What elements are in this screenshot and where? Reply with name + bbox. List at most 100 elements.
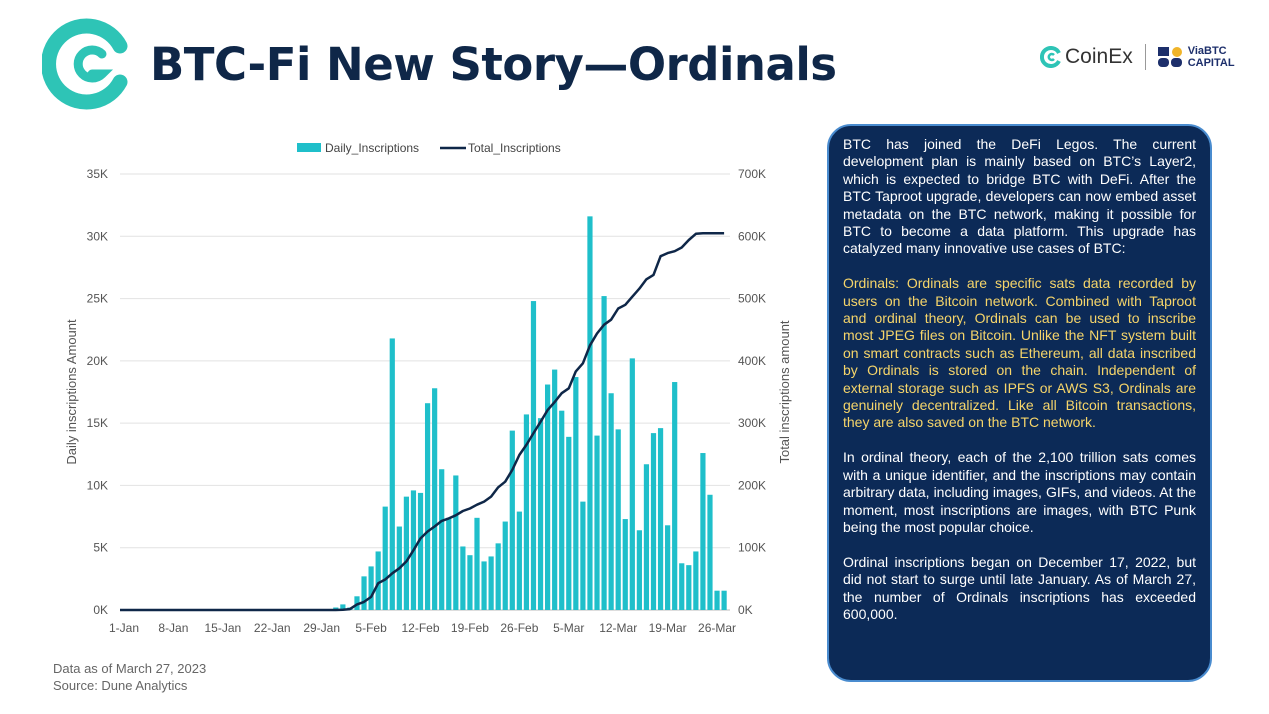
- daily-bar: [587, 216, 593, 610]
- daily-bar: [417, 492, 424, 610]
- y-tick-label: 15K: [87, 416, 108, 430]
- y-tick-label: 35K: [87, 167, 108, 181]
- x-tick-label: 8-Jan: [158, 621, 188, 635]
- page-title: BTC-Fi New Story—Ordinals: [150, 38, 837, 91]
- daily-bar: [552, 369, 558, 610]
- x-tick-label: 15-Jan: [204, 621, 241, 635]
- y-tick-label: 5K: [93, 541, 108, 555]
- daily-bar: [545, 384, 551, 610]
- x-tick-label: 12-Feb: [402, 621, 440, 635]
- daily-bar: [389, 338, 395, 610]
- description-panel: BTC has joined the DeFi Legos. The curre…: [827, 124, 1212, 682]
- daily-bar: [474, 517, 480, 610]
- daily-bar: [643, 464, 650, 610]
- y2-tick-label: 0K: [738, 603, 753, 617]
- data-source-note: Source: Dune Analytics: [53, 678, 188, 693]
- daily-bar: [424, 403, 431, 610]
- coinex-logo-icon: [42, 18, 128, 110]
- x-tick-label: 5-Feb: [355, 621, 387, 635]
- data-date-note: Data as of March 27, 2023: [53, 661, 207, 676]
- daily-bar: [601, 296, 607, 610]
- daily-bar: [693, 551, 699, 610]
- daily-bar: [566, 436, 572, 610]
- y-tick-label: 0K: [93, 603, 108, 617]
- daily-bar: [488, 556, 494, 610]
- x-tick-label: 22-Jan: [254, 621, 291, 635]
- x-tick-label: 5-Mar: [553, 621, 584, 635]
- y2-tick-label: 200K: [738, 478, 766, 492]
- daily-bar: [657, 428, 664, 610]
- daily-bar: [559, 410, 565, 610]
- y2-tick-label: 600K: [738, 229, 766, 243]
- y-tick-label: 10K: [87, 478, 108, 492]
- daily-bar: [530, 301, 537, 610]
- y-tick-label: 20K: [87, 354, 108, 368]
- daily-bar: [622, 519, 628, 610]
- y-axis-title: Daily inscriptions Amount: [64, 319, 79, 465]
- inscriptions-chart: 0K 0K 5K 100K 10K 200K 15K 300K 20K 400K 25K 500K 30…: [64, 141, 792, 635]
- daily-bar: [700, 453, 706, 610]
- legend-bar-swatch: [297, 143, 321, 152]
- daily-bar: [340, 604, 346, 610]
- y2-tick-label: 400K: [738, 354, 766, 368]
- daily-bar: [672, 382, 678, 610]
- panel-paragraph-theory: In ordinal theory, each of the 2,100 tri…: [843, 449, 1196, 535]
- daily-bar: [495, 543, 501, 610]
- daily-bar: [580, 501, 586, 610]
- viabtc-logo-text: ViaBTC CAPITAL: [1187, 45, 1235, 69]
- daily-bar: [615, 429, 621, 610]
- daily-bar: [714, 590, 720, 610]
- daily-bar: [608, 393, 614, 610]
- y2-axis-title: Total inscriptions amount: [777, 320, 792, 463]
- x-tick-label: 26-Feb: [500, 621, 538, 635]
- daily-bar: [467, 555, 473, 610]
- daily-bar: [481, 561, 487, 610]
- daily-bar: [403, 496, 409, 610]
- daily-bar: [361, 576, 367, 610]
- daily-bar: [516, 511, 522, 610]
- daily-bar: [368, 566, 374, 610]
- x-tick-label: 29-Jan: [303, 621, 340, 635]
- y2-tick-label: 500K: [738, 292, 766, 306]
- daily-bar: [679, 563, 685, 610]
- y2-tick-label: 100K: [738, 541, 766, 555]
- y-tick-label: 25K: [87, 292, 108, 306]
- legend-label-total: Total_Inscriptions: [468, 141, 561, 155]
- x-tick-label: 26-Mar: [698, 621, 736, 635]
- x-tick-label: 19-Feb: [451, 621, 489, 635]
- y2-tick-label: 300K: [738, 416, 766, 430]
- daily-bar: [502, 521, 508, 610]
- daily-bar: [453, 475, 459, 610]
- daily-bar: [629, 358, 635, 610]
- daily-bar: [636, 530, 642, 610]
- y2-tick-label: 700K: [738, 167, 766, 181]
- daily-bar: [594, 435, 600, 610]
- coinex-logo-text: CoinEx: [1065, 45, 1133, 68]
- daily-bar: [707, 494, 713, 610]
- y-tick-label: 30K: [87, 229, 108, 243]
- daily-bar: [665, 525, 671, 610]
- total-line: [120, 231, 725, 612]
- panel-paragraph-ordinals: Ordinals: Ordinals are specific sats dat…: [843, 275, 1196, 431]
- daily-bar: [523, 414, 530, 610]
- daily-bar: [382, 506, 388, 610]
- panel-paragraph-intro: BTC has joined the DeFi Legos. The curre…: [843, 136, 1196, 257]
- daily-bar: [446, 517, 452, 610]
- coinex-small-logo-icon: [1040, 46, 1061, 68]
- daily-bar: [509, 430, 515, 610]
- daily-bar: [686, 565, 692, 610]
- x-tick-label: 19-Mar: [649, 621, 687, 635]
- daily-bar: [650, 433, 657, 610]
- panel-paragraph-timeline: Ordinal inscriptions began on December 1…: [843, 553, 1196, 622]
- daily-bar: [573, 377, 579, 610]
- x-tick-label: 1-Jan: [109, 621, 139, 635]
- daily-bar: [375, 551, 381, 610]
- legend-label-daily: Daily_Inscriptions: [325, 141, 419, 155]
- daily-bar: [432, 388, 438, 610]
- daily-bar: [439, 469, 445, 610]
- daily-bar: [721, 590, 727, 610]
- daily-bar: [460, 546, 466, 610]
- viabtc-logo-icon: [1157, 47, 1182, 67]
- x-tick-label: 12-Mar: [599, 621, 637, 635]
- daily-bar: [537, 418, 544, 610]
